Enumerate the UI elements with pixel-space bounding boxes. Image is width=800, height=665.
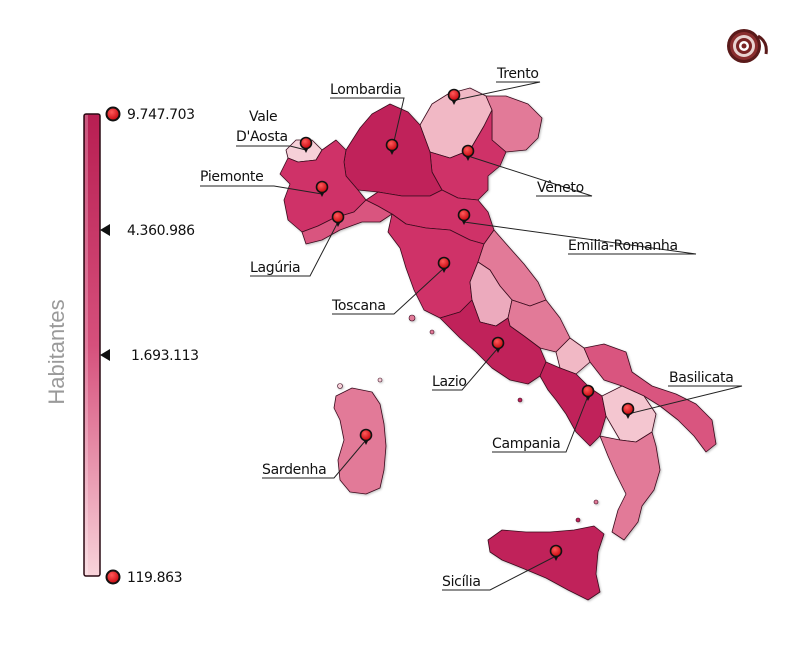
map-pin-icon-campania[interactable] — [581, 384, 595, 402]
region-sardenha[interactable] — [333, 387, 387, 495]
label-laguria[interactable]: Lagúria — [250, 260, 301, 276]
legend-tick-label: 1.693.113 — [131, 348, 199, 364]
map-pin-icon-trento[interactable] — [447, 88, 461, 106]
region-sicilia[interactable] — [487, 525, 605, 601]
map-pin-icon-emilia-romanha[interactable] — [457, 208, 471, 226]
region-calabria[interactable] — [599, 431, 661, 541]
legend-color-bar — [83, 113, 101, 577]
map-pin-icon-piemonte[interactable] — [315, 180, 329, 198]
labels: Lombardia Trento Vale D'Aosta Piemonte V… — [200, 66, 734, 590]
target-logo-icon[interactable] — [727, 29, 768, 63]
legend-tick-label: 9.747.703 — [127, 107, 195, 123]
map-pin-icon-vale-daosta[interactable] — [299, 136, 313, 154]
legend-tick-3: 1.693.113 — [100, 348, 199, 364]
markers — [299, 88, 635, 562]
label-lazio[interactable]: Lazio — [432, 374, 467, 390]
legend-tick-label: 119.863 — [127, 570, 182, 586]
map-pin-icon-sardenha[interactable] — [359, 428, 373, 446]
label-vale[interactable]: Vale — [249, 109, 278, 125]
label-piemonte[interactable]: Piemonte — [200, 169, 264, 185]
map-pin-icon-lazio[interactable] — [491, 336, 505, 354]
map-pin-icon-lombardia[interactable] — [385, 138, 399, 156]
legend-tick-label: 4.360.986 — [127, 223, 195, 239]
label-campania[interactable]: Campania — [492, 436, 561, 452]
label-emilia-romanha[interactable]: Emilia-Romanha — [568, 238, 678, 254]
map-pin-icon-basilicata[interactable] — [621, 402, 635, 420]
label-toscana[interactable]: Toscana — [331, 298, 386, 314]
label-sicilia[interactable]: Sicília — [442, 574, 481, 590]
legend-tick-4: 119.863 — [105, 569, 182, 586]
legend-tick-2: 4.360.986 — [100, 223, 196, 239]
label-sardenha[interactable]: Sardenha — [262, 462, 327, 478]
map-pin-icon-toscana[interactable] — [437, 256, 451, 274]
label-daosta[interactable]: D'Aosta — [236, 129, 288, 145]
map-pin-icon-veneto[interactable] — [461, 144, 475, 162]
legend-tick-1: 9.747.703 — [105, 106, 195, 123]
region-puglia[interactable] — [583, 343, 717, 453]
label-lombardia[interactable]: Lombardia — [330, 82, 402, 98]
label-veneto[interactable]: Vêneto — [537, 180, 584, 196]
region-campania[interactable] — [539, 361, 607, 447]
map-pin-icon-laguria[interactable] — [331, 210, 345, 228]
map-pin-icon-sicilia[interactable] — [549, 544, 563, 562]
label-trento[interactable]: Trento — [496, 66, 539, 82]
legend-title: Habitantes — [44, 299, 69, 404]
label-basilicata[interactable]: Basilicata — [669, 370, 734, 386]
legend: Habitantes 9.747.703 4.360.986 1.693.113… — [44, 106, 199, 586]
leader-lines — [200, 81, 743, 591]
